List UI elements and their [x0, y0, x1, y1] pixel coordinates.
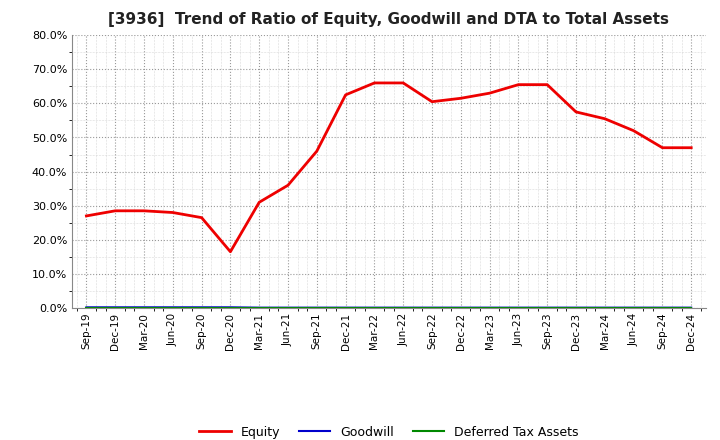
Deferred Tax Assets [255, 305, 264, 311]
Deferred Tax Assets [140, 305, 148, 311]
Equity [658, 145, 667, 150]
Goodwill [456, 305, 465, 310]
Equity [370, 80, 379, 85]
Title: [3936]  Trend of Ratio of Equity, Goodwill and DTA to Total Assets: [3936] Trend of Ratio of Equity, Goodwil… [108, 12, 670, 27]
Deferred Tax Assets [600, 305, 609, 311]
Goodwill [428, 305, 436, 310]
Equity [572, 109, 580, 114]
Deferred Tax Assets [341, 305, 350, 311]
Equity [140, 208, 148, 213]
Deferred Tax Assets [399, 305, 408, 311]
Goodwill [543, 305, 552, 310]
Line: Equity: Equity [86, 83, 691, 252]
Deferred Tax Assets [197, 305, 206, 311]
Equity [428, 99, 436, 104]
Equity [312, 148, 321, 154]
Deferred Tax Assets [82, 305, 91, 311]
Goodwill [168, 304, 177, 310]
Goodwill [629, 305, 638, 310]
Goodwill [399, 305, 408, 310]
Equity [485, 91, 494, 96]
Deferred Tax Assets [428, 305, 436, 311]
Equity [168, 210, 177, 215]
Equity [255, 200, 264, 205]
Equity [111, 208, 120, 213]
Deferred Tax Assets [629, 305, 638, 311]
Deferred Tax Assets [111, 305, 120, 311]
Equity [514, 82, 523, 87]
Goodwill [572, 305, 580, 310]
Goodwill [687, 305, 696, 310]
Goodwill [341, 305, 350, 310]
Deferred Tax Assets [572, 305, 580, 311]
Deferred Tax Assets [514, 305, 523, 311]
Equity [543, 82, 552, 87]
Goodwill [82, 304, 91, 310]
Equity [284, 183, 292, 188]
Equity [600, 116, 609, 121]
Deferred Tax Assets [456, 305, 465, 311]
Deferred Tax Assets [226, 305, 235, 311]
Goodwill [370, 305, 379, 310]
Deferred Tax Assets [687, 305, 696, 311]
Goodwill [111, 304, 120, 310]
Deferred Tax Assets [370, 305, 379, 311]
Goodwill [658, 305, 667, 310]
Deferred Tax Assets [312, 305, 321, 311]
Equity [226, 249, 235, 254]
Equity [82, 213, 91, 219]
Equity [341, 92, 350, 98]
Equity [687, 145, 696, 150]
Deferred Tax Assets [284, 305, 292, 311]
Deferred Tax Assets [485, 305, 494, 311]
Goodwill [255, 305, 264, 310]
Equity [629, 128, 638, 133]
Goodwill [284, 305, 292, 310]
Equity [456, 95, 465, 101]
Goodwill [312, 305, 321, 310]
Equity [197, 215, 206, 220]
Goodwill [140, 304, 148, 310]
Legend: Equity, Goodwill, Deferred Tax Assets: Equity, Goodwill, Deferred Tax Assets [194, 421, 583, 440]
Goodwill [485, 305, 494, 310]
Deferred Tax Assets [658, 305, 667, 311]
Goodwill [197, 304, 206, 310]
Goodwill [600, 305, 609, 310]
Deferred Tax Assets [168, 305, 177, 311]
Goodwill [226, 304, 235, 310]
Deferred Tax Assets [543, 305, 552, 311]
Equity [399, 80, 408, 85]
Goodwill [514, 305, 523, 310]
